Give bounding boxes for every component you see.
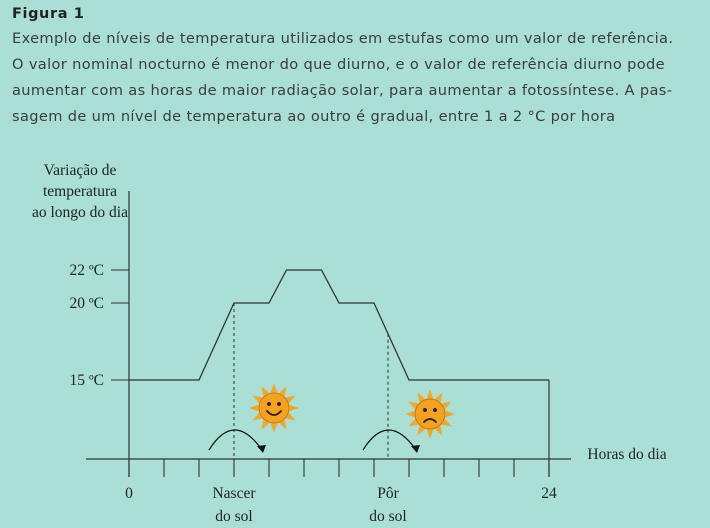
sun-face <box>414 398 446 430</box>
plot-area <box>129 269 549 381</box>
sun-eye <box>433 408 437 412</box>
x-tick-label: 24 <box>541 485 557 502</box>
sun-eye <box>267 402 271 406</box>
happy-sun-icon <box>249 383 299 433</box>
arrow-head-icon <box>411 445 420 453</box>
caption-text: Exemplo de níveis de temperatura utiliza… <box>12 26 702 130</box>
arrow-head-icon <box>257 445 266 453</box>
x-axis-label: Horas do dia <box>587 446 666 463</box>
chart-ticks <box>111 269 550 477</box>
sun-ray <box>270 423 278 433</box>
sun-ray <box>279 419 287 430</box>
sun-ray <box>417 425 425 436</box>
y-tick-label: 22 ºC <box>69 262 104 279</box>
sun-ray <box>279 386 287 397</box>
caption-line: aumentar com as horas de maior radiação … <box>12 82 673 99</box>
y-tick-label: 20 ºC <box>69 295 104 312</box>
y-axis-label: ao longo do dia <box>32 204 128 221</box>
sun-ray <box>252 395 263 403</box>
sun-ray <box>408 401 419 409</box>
sun-ray <box>289 404 299 412</box>
sun-ray <box>426 389 434 399</box>
sun-ray <box>261 419 269 430</box>
y-axis-label: temperatura <box>43 183 117 200</box>
caption-line: Exemplo de níveis de temperatura utiliza… <box>12 30 674 47</box>
y-tick-label: 15 ºC <box>69 372 104 389</box>
sun-face <box>258 392 290 424</box>
figure-label: Figura 1 <box>12 6 85 22</box>
sun-ray <box>405 410 415 418</box>
sun-ray <box>441 419 452 427</box>
sun-ray <box>270 383 278 393</box>
event-label: do sol <box>215 508 252 525</box>
curved-arrow <box>208 429 263 451</box>
suns <box>249 383 455 439</box>
sun-ray <box>261 386 269 397</box>
y-axis-label: Variação de <box>44 162 117 179</box>
event-label: Pôr <box>377 485 399 502</box>
sun-ray <box>285 413 296 421</box>
sun-ray <box>417 392 425 403</box>
event-guides <box>233 303 389 459</box>
caption-line: O valor nominal nocturno é menor do que … <box>12 56 665 73</box>
caption-line: sagem de um nível de temperatura ao outr… <box>12 108 616 125</box>
chart-axes <box>86 191 571 477</box>
chart-labels: 15 ºC 20 ºC 22 ºC 0 24 Variação de temperatura… <box>32 162 667 525</box>
curved-arrow <box>362 429 417 451</box>
event-label: do sol <box>369 508 406 525</box>
event-label: Nascer <box>212 485 256 502</box>
sun-eye <box>277 402 281 406</box>
figure-caption: Figura 1 Exemplo de níveis de temperatur… <box>12 6 702 130</box>
sun-ray <box>408 419 419 427</box>
x-tick-label: 0 <box>125 485 133 502</box>
sun-ray <box>445 410 455 418</box>
sun-ray <box>249 404 259 412</box>
sun-ray <box>441 401 452 409</box>
sun-ray <box>426 429 434 439</box>
arrows <box>208 429 420 453</box>
temperature-line <box>129 269 549 381</box>
sun-ray <box>435 425 443 436</box>
sun-eye <box>423 408 427 412</box>
sad-sun-icon <box>405 389 455 439</box>
sun-ray <box>252 413 263 421</box>
sun-mouth <box>266 410 282 416</box>
sun-ray <box>435 392 443 403</box>
sun-mouth <box>423 418 437 423</box>
sun-ray <box>285 395 296 403</box>
